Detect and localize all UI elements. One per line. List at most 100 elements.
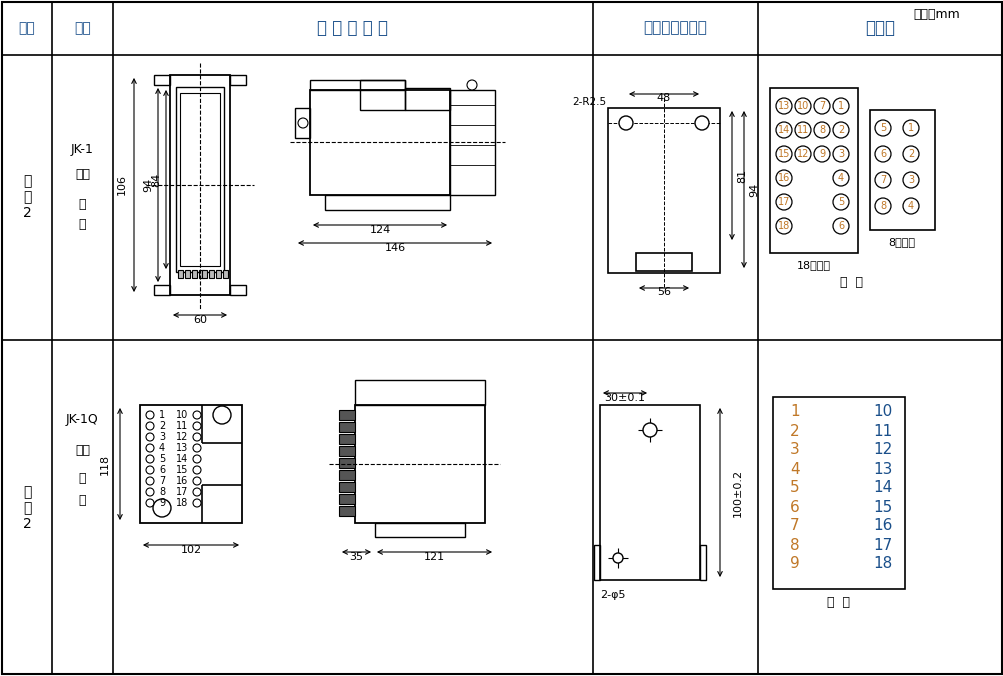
Text: 15: 15 — [176, 465, 188, 475]
Circle shape — [466, 80, 476, 90]
Bar — [339, 434, 355, 444]
Bar — [199, 270, 204, 278]
Circle shape — [193, 444, 201, 452]
Bar — [699, 545, 705, 580]
Text: 18点端子: 18点端子 — [796, 260, 830, 270]
Text: 16: 16 — [873, 518, 892, 533]
Text: 1: 1 — [907, 123, 913, 133]
Bar — [355, 405, 484, 523]
Circle shape — [813, 122, 829, 138]
Text: 7: 7 — [879, 175, 886, 185]
Text: 35: 35 — [349, 552, 363, 562]
Circle shape — [875, 120, 890, 136]
Text: 102: 102 — [181, 545, 202, 555]
Text: 48: 48 — [656, 93, 670, 103]
Circle shape — [775, 122, 791, 138]
Circle shape — [794, 146, 810, 162]
Bar — [339, 482, 355, 492]
Text: 14: 14 — [777, 125, 789, 135]
Text: 17: 17 — [873, 537, 892, 552]
Text: 8: 8 — [789, 537, 799, 552]
Text: 8点端子: 8点端子 — [888, 237, 915, 247]
Bar — [339, 494, 355, 504]
Text: 60: 60 — [193, 315, 207, 325]
Text: 13: 13 — [777, 101, 789, 111]
Text: 15: 15 — [777, 149, 789, 159]
Text: 106: 106 — [117, 174, 126, 195]
Text: 17: 17 — [176, 487, 188, 497]
Text: 1: 1 — [158, 410, 164, 420]
Text: 7: 7 — [789, 518, 799, 533]
Bar — [139, 405, 242, 523]
Text: 4: 4 — [907, 201, 913, 211]
Circle shape — [613, 553, 623, 563]
Circle shape — [193, 411, 201, 419]
Bar — [608, 108, 719, 273]
Circle shape — [193, 433, 201, 441]
Bar — [153, 75, 170, 85]
Text: 100±0.2: 100±0.2 — [732, 468, 742, 516]
Circle shape — [902, 198, 918, 214]
Text: 84: 84 — [150, 172, 160, 187]
Text: 6: 6 — [789, 500, 799, 514]
Text: 背  视: 背 视 — [840, 276, 863, 289]
Bar — [230, 75, 246, 85]
Text: 5: 5 — [789, 481, 799, 496]
Text: 12: 12 — [796, 149, 808, 159]
Circle shape — [832, 218, 849, 234]
Text: 端子图: 端子图 — [865, 19, 894, 37]
Bar — [180, 93, 220, 266]
Circle shape — [775, 98, 791, 114]
Text: 接: 接 — [78, 199, 86, 212]
Text: 9: 9 — [818, 149, 824, 159]
Text: 6: 6 — [879, 149, 886, 159]
Text: 外 形 尺 强 图: 外 形 尺 强 图 — [317, 19, 388, 37]
Circle shape — [145, 444, 153, 452]
Bar — [339, 422, 355, 432]
Text: 线: 线 — [78, 493, 86, 506]
Bar — [339, 506, 355, 516]
Text: 8: 8 — [818, 125, 824, 135]
Circle shape — [775, 194, 791, 210]
Bar — [216, 270, 221, 278]
Circle shape — [775, 170, 791, 186]
Circle shape — [145, 433, 153, 441]
Text: 2: 2 — [907, 149, 913, 159]
Circle shape — [193, 466, 201, 474]
Bar — [635, 253, 691, 271]
Bar — [2, 2, 1001, 55]
Text: 接: 接 — [78, 471, 86, 485]
Circle shape — [832, 146, 849, 162]
Text: 56: 56 — [656, 287, 670, 297]
Bar — [769, 88, 858, 253]
Text: 5: 5 — [158, 454, 165, 464]
Text: 81: 81 — [736, 168, 746, 183]
Bar — [772, 397, 904, 589]
Bar — [339, 470, 355, 480]
Circle shape — [694, 116, 708, 130]
Text: 14: 14 — [176, 454, 188, 464]
Text: 1: 1 — [789, 404, 799, 420]
Text: 板后: 板后 — [75, 168, 90, 181]
Text: 8: 8 — [158, 487, 164, 497]
Text: 94: 94 — [142, 178, 152, 192]
Bar — [230, 285, 246, 295]
Text: 2-R2.5: 2-R2.5 — [572, 97, 606, 107]
Text: 7: 7 — [818, 101, 824, 111]
Text: 12: 12 — [176, 432, 188, 442]
Text: 146: 146 — [384, 243, 405, 253]
Bar — [355, 380, 484, 405]
Bar — [170, 75, 230, 295]
Circle shape — [145, 455, 153, 463]
Text: 3: 3 — [838, 149, 844, 159]
Circle shape — [832, 194, 849, 210]
Circle shape — [832, 170, 849, 186]
Text: 附
图
2: 附 图 2 — [23, 485, 31, 531]
Text: 9: 9 — [789, 556, 799, 571]
Circle shape — [794, 122, 810, 138]
Text: 3: 3 — [907, 175, 913, 185]
Text: 9: 9 — [158, 498, 164, 508]
Text: 10: 10 — [176, 410, 188, 420]
Circle shape — [813, 146, 829, 162]
Text: 4: 4 — [838, 173, 844, 183]
